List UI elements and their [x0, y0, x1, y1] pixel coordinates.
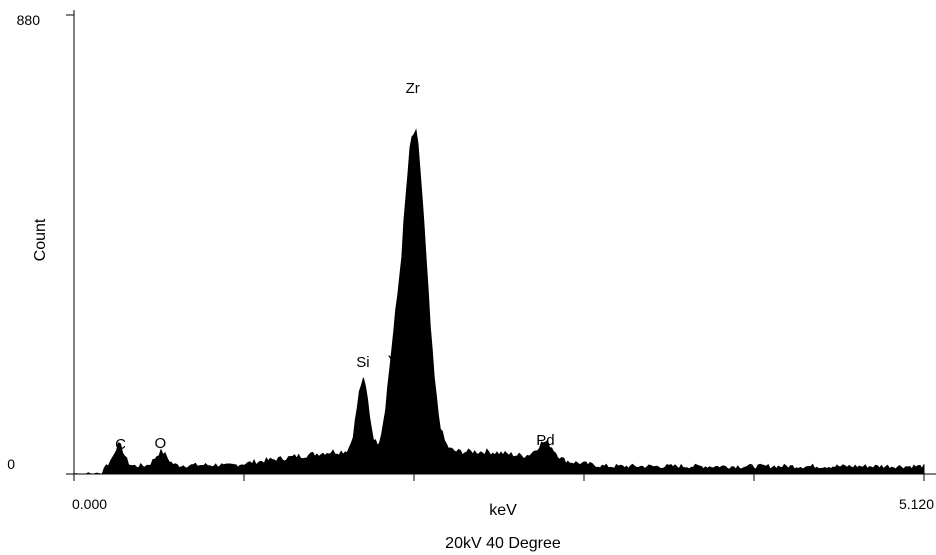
x-tick-label: 0.000 — [72, 496, 107, 512]
peak-labels: C O Si Y Zr Pd — [115, 80, 555, 453]
spectrum-series — [73, 128, 925, 475]
y-axis-label: Count — [32, 218, 49, 261]
peak-label-pd: Pd — [536, 432, 554, 449]
x-tick-label: 5.120 — [899, 496, 934, 512]
peak-label-c: C — [115, 436, 126, 453]
peak-label-o: O — [154, 435, 166, 452]
spectrum-area — [73, 128, 925, 475]
peak-label-si: Si — [356, 354, 369, 371]
y-tick-label: 0 — [7, 456, 15, 472]
chart-footer: 20kV 40 Degree — [445, 535, 561, 552]
peak-label-y: Y — [388, 353, 398, 370]
y-axis-ticks: 0 880 — [7, 12, 74, 475]
x-axis-ticks: 0.000 5.120 — [72, 474, 934, 512]
peak-label-zr: Zr — [406, 80, 420, 97]
y-tick-label: 880 — [17, 12, 41, 28]
x-axis-label: keV — [489, 502, 517, 519]
